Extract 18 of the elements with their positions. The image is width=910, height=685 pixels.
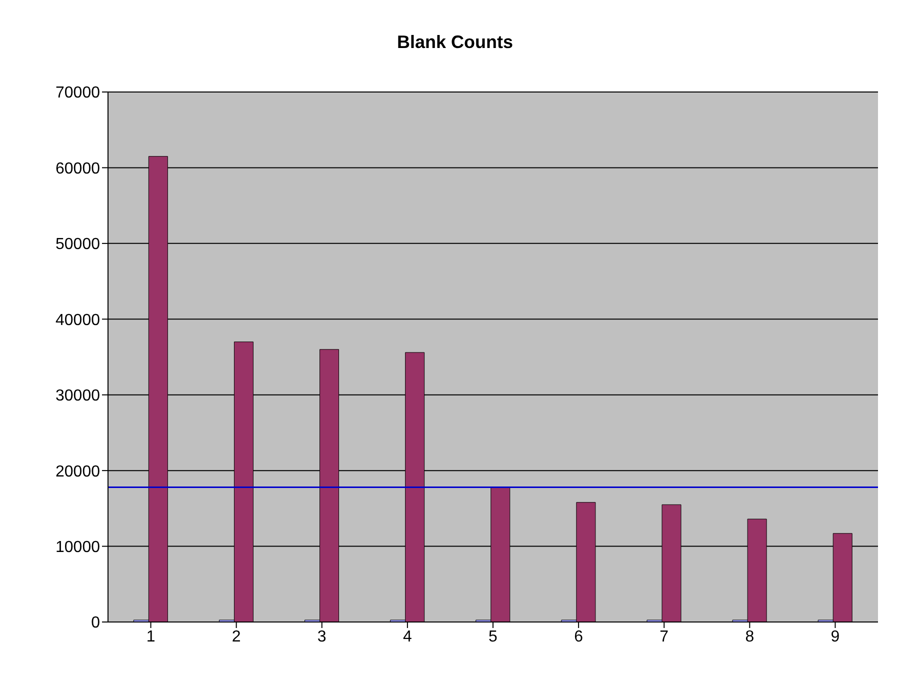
x-tick-label: 5	[488, 628, 498, 646]
x-tick-label: 7	[660, 628, 669, 646]
x-tick-label: 2	[232, 628, 241, 646]
y-tick-label: 50000	[56, 236, 100, 254]
y-tick-label: 30000	[56, 388, 100, 405]
chart-title: Blank Counts	[396, 31, 514, 54]
x-tick-label: 9	[830, 628, 840, 646]
y-tick-label: 70000	[56, 84, 100, 102]
x-tick-label: 8	[745, 628, 754, 646]
y-tick-label: 40000	[56, 312, 100, 329]
x-tick-label: 1	[146, 628, 156, 646]
y-tick-label: 20000	[56, 463, 100, 480]
x-tick-label: 3	[317, 628, 326, 646]
x-tick-label: 4	[402, 628, 412, 646]
y-tick-label: 60000	[56, 160, 100, 178]
y-tick-label: 0	[91, 614, 100, 632]
x-tick-label: 6	[574, 628, 584, 646]
y-tick-label: 10000	[56, 538, 100, 556]
